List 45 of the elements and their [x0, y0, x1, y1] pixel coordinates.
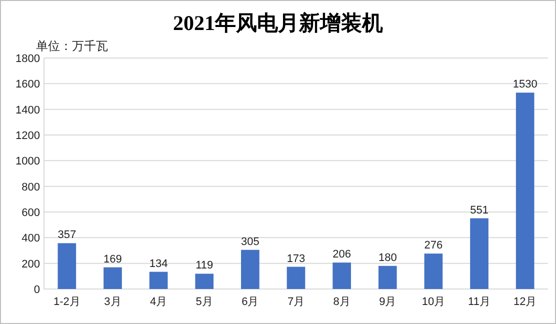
bar — [424, 254, 443, 289]
x-tick-label: 4月 — [150, 296, 168, 308]
x-tick-label: 10月 — [422, 296, 446, 308]
x-tick-label: 11月 — [468, 296, 490, 308]
x-tick-label: 1-2月 — [53, 296, 80, 308]
data-label: 305 — [241, 236, 260, 248]
data-label: 1530 — [512, 78, 538, 91]
bar — [104, 267, 122, 289]
data-label: 276 — [424, 240, 443, 252]
data-label: 357 — [58, 229, 76, 242]
x-tick-label: 6月 — [242, 296, 259, 308]
bar — [58, 243, 76, 289]
y-tick-label: 800 — [22, 181, 40, 194]
bar — [195, 274, 214, 289]
bar — [470, 218, 488, 289]
bar — [286, 266, 306, 289]
x-tick-label: 3月 — [104, 296, 122, 308]
y-tick-label: 600 — [22, 207, 40, 219]
bar — [332, 262, 351, 289]
bar — [149, 272, 168, 289]
x-tick-label: 9月 — [379, 296, 396, 308]
y-axis-title: 单位：万千瓦 — [36, 39, 108, 53]
bar — [516, 92, 534, 289]
x-tick-label: 12月 — [513, 296, 537, 308]
data-label: 551 — [470, 204, 488, 216]
x-tick-label: 8月 — [333, 296, 350, 308]
data-label: 134 — [149, 258, 168, 270]
y-tick-label: 0 — [34, 284, 40, 296]
data-label: 169 — [104, 253, 122, 266]
data-label: 180 — [378, 252, 397, 264]
chart-title: 2021年风电月新增装机 — [173, 11, 383, 35]
data-label: 206 — [332, 248, 351, 261]
data-label: 119 — [196, 260, 214, 272]
x-tick-label: 5月 — [196, 296, 213, 308]
y-tick-label: 200 — [22, 258, 40, 270]
y-tick-label: 1800 — [16, 53, 40, 65]
y-tick-label: 1600 — [16, 78, 40, 91]
y-tick-label: 1000 — [16, 156, 40, 168]
x-tick-label: 7月 — [287, 296, 305, 308]
bar — [378, 266, 397, 289]
y-tick-label: 1400 — [16, 104, 40, 116]
y-tick-label: 400 — [22, 232, 40, 245]
bar — [241, 250, 260, 289]
data-label: 173 — [286, 252, 306, 265]
y-tick-label: 1200 — [16, 130, 40, 142]
